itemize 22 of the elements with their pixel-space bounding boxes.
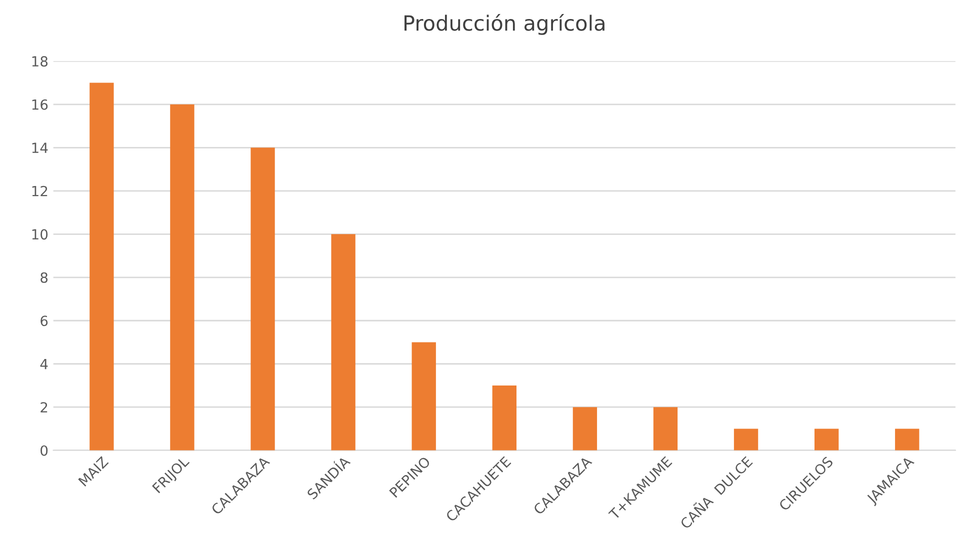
chart-title: Producción agrícola — [404, 14, 604, 35]
y-tick-label: 2 — [40, 402, 48, 412]
bar — [331, 234, 356, 450]
y-tick-label: 4 — [40, 359, 48, 370]
bar — [895, 428, 920, 450]
bar — [492, 385, 516, 450]
bar — [572, 407, 598, 450]
bar — [653, 407, 678, 450]
y-tick-label: 12 — [32, 186, 48, 196]
bar — [90, 82, 114, 450]
bar — [734, 428, 758, 450]
bar — [412, 342, 436, 450]
y-tick-label: 18 — [32, 56, 48, 67]
y-tick-label: 10 — [32, 229, 48, 240]
bar — [170, 104, 194, 450]
y-tick-label: 16 — [32, 99, 48, 110]
bar — [250, 148, 275, 450]
y-tick-label: 14 — [32, 142, 48, 153]
bar — [814, 428, 839, 450]
y-tick-label: 0 — [40, 445, 48, 456]
y-tick-label: 8 — [40, 272, 48, 283]
y-tick-label: 6 — [40, 316, 48, 326]
